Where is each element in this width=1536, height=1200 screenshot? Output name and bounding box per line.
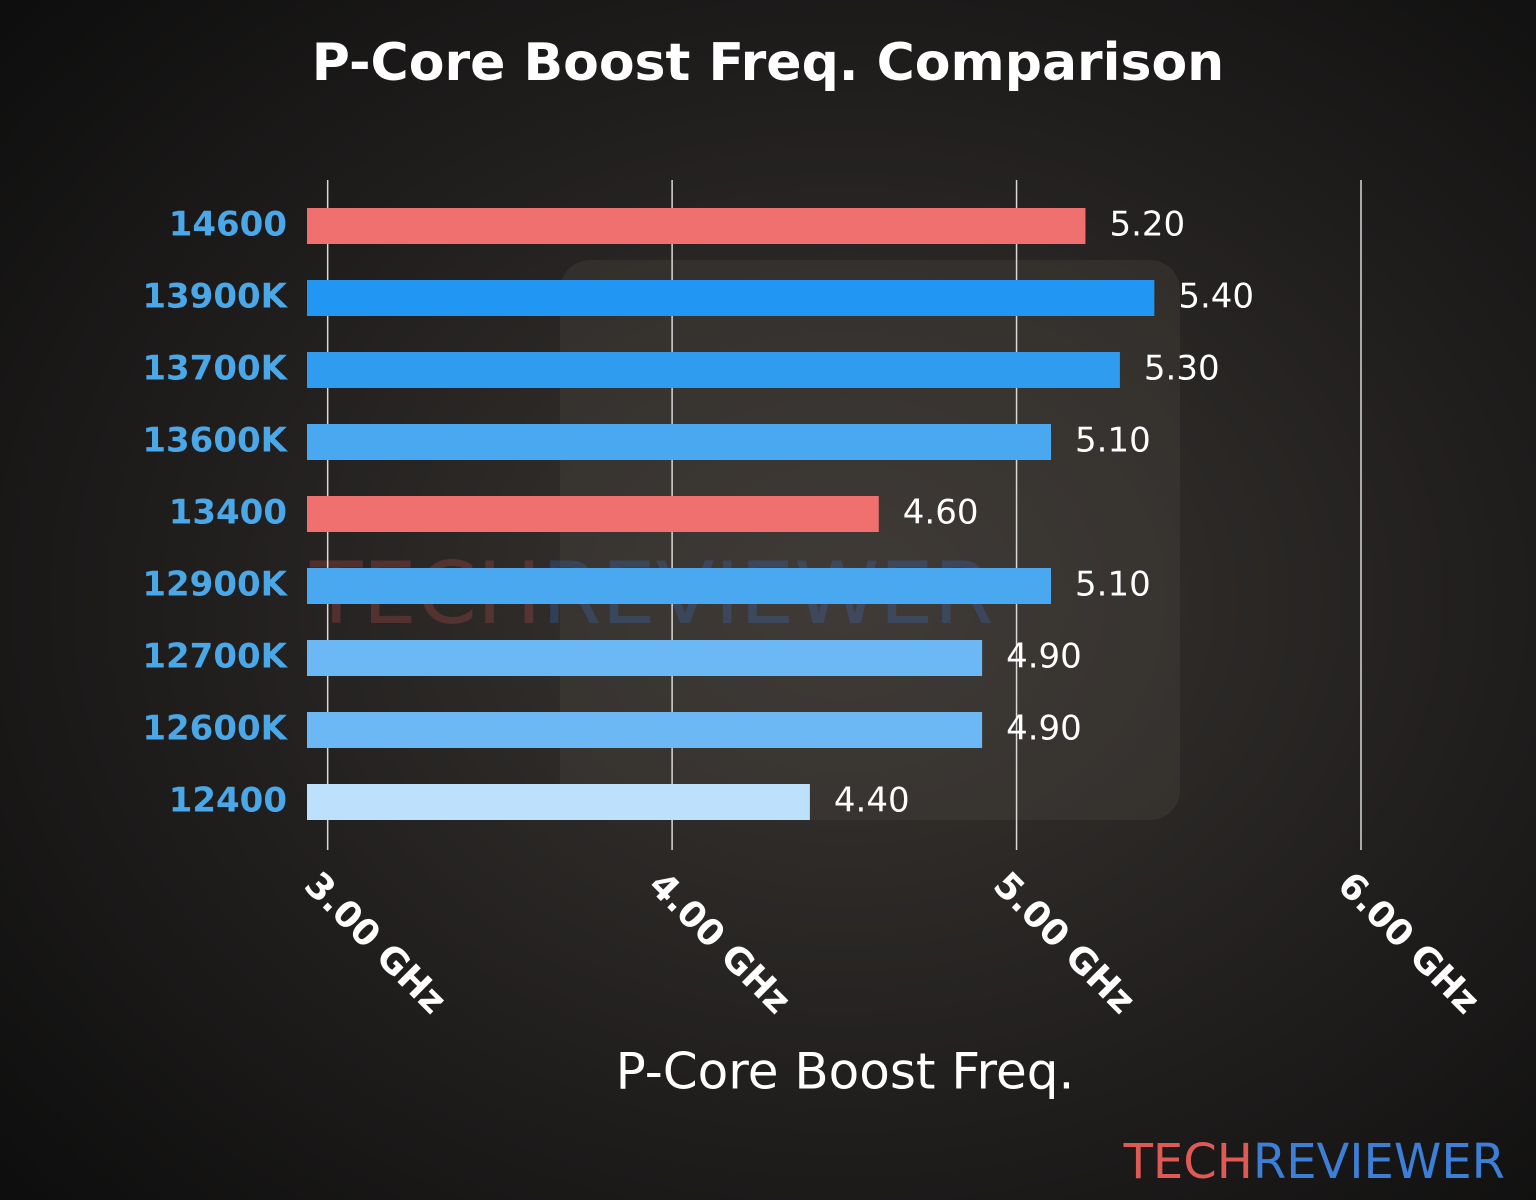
y-tick-label: 13400 [169, 493, 287, 533]
value-label: 5.10 [1075, 421, 1151, 461]
bar [307, 784, 810, 820]
bar [307, 712, 983, 748]
value-label: 4.60 [903, 493, 979, 533]
y-tick-label: 13600K [142, 421, 288, 461]
bar [307, 208, 1086, 244]
y-tick-label: 13900K [142, 277, 288, 317]
value-label: 4.40 [834, 781, 910, 821]
value-label: 5.10 [1075, 565, 1151, 605]
value-label: 5.30 [1144, 349, 1220, 389]
bar [307, 568, 1051, 604]
y-tick-label: 12600K [142, 709, 288, 749]
y-tick-label: 12900K [142, 565, 288, 605]
y-tick-label: 12700K [142, 637, 288, 677]
x-axis-label: P-Core Boost Freq. [616, 1043, 1075, 1101]
bar [307, 424, 1051, 460]
bar [307, 640, 983, 676]
value-label: 4.90 [1006, 709, 1082, 749]
value-label: 5.20 [1109, 205, 1185, 245]
bar [307, 496, 879, 532]
bar [307, 280, 1155, 316]
y-tick-label: 14600 [169, 205, 287, 245]
value-label: 4.90 [1006, 637, 1082, 677]
chart-title: P-Core Boost Freq. Comparison [312, 33, 1224, 93]
background-chip [560, 260, 1180, 820]
y-tick-label: 13700K [142, 349, 288, 389]
bar [307, 352, 1120, 388]
y-tick-label: 12400 [169, 781, 287, 821]
value-label: 5.40 [1178, 277, 1254, 317]
watermark: TECHREVIEWER [1123, 1134, 1505, 1190]
